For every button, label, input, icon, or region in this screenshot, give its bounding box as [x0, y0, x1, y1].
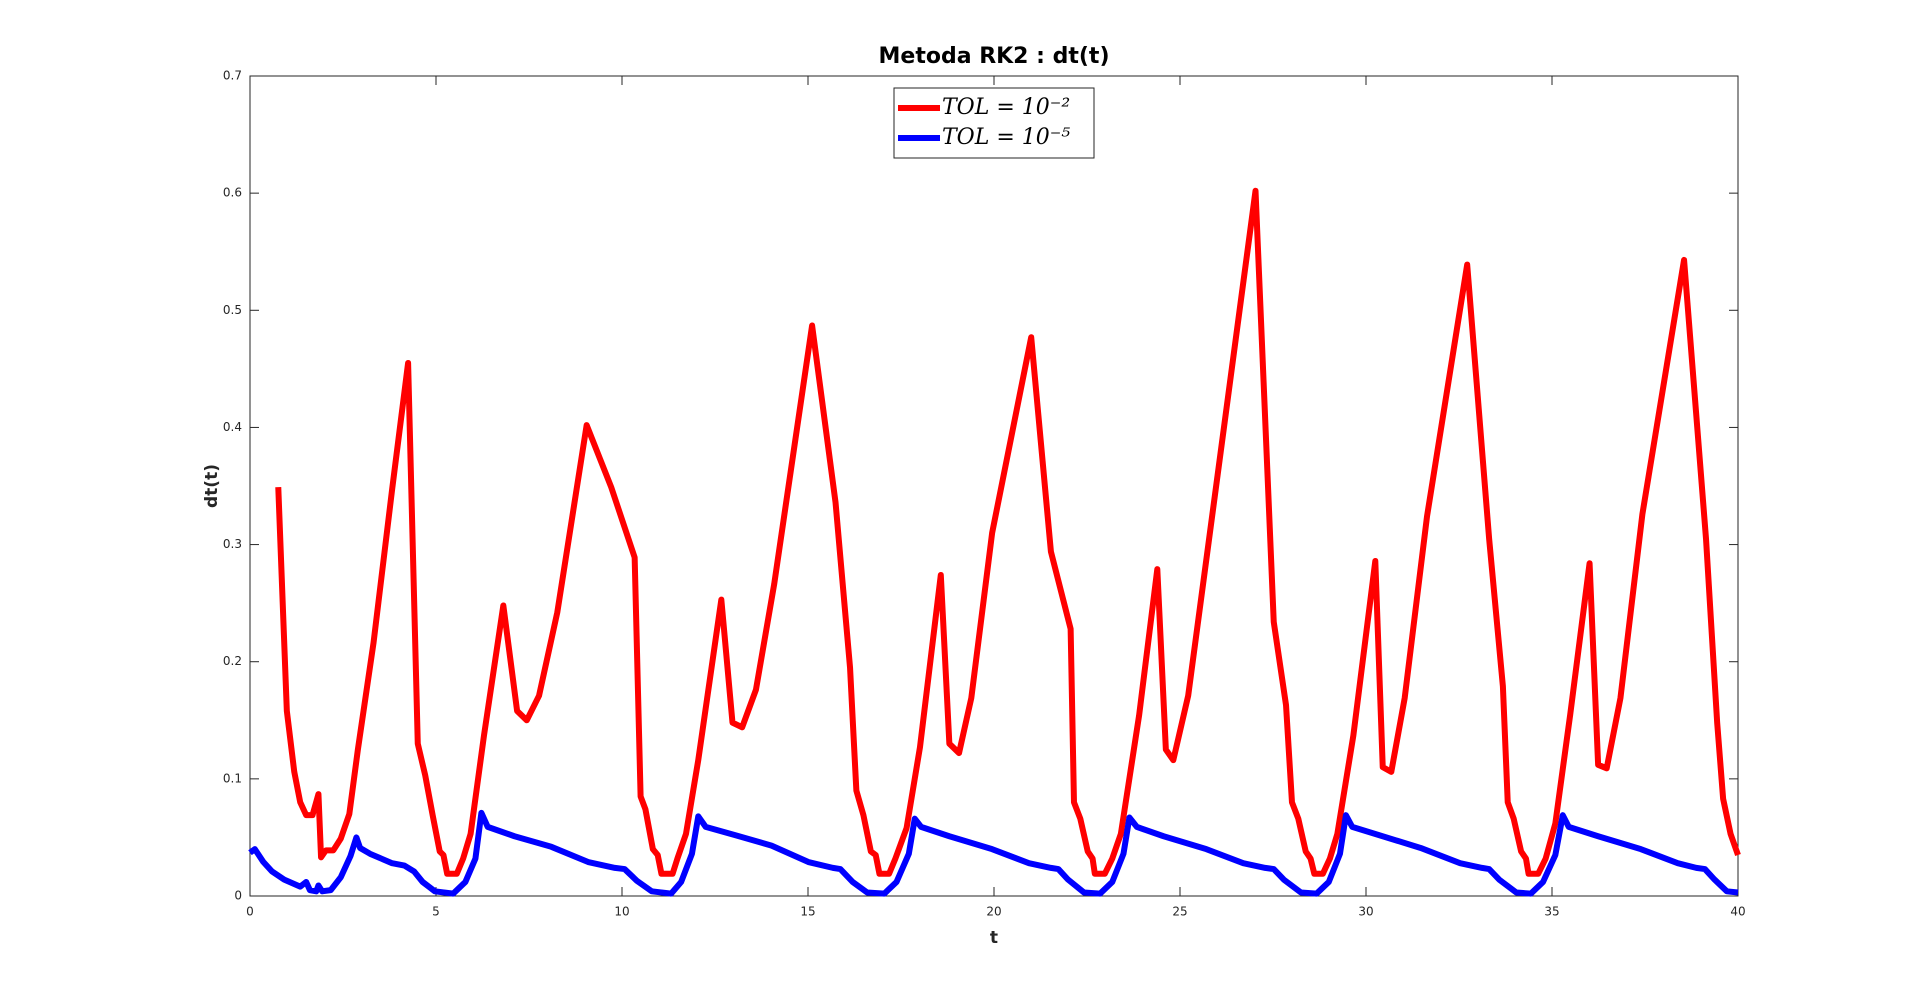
x-tick-label: 35	[1544, 905, 1559, 919]
x-tick-label: 5	[432, 905, 440, 919]
x-tick-label: 10	[614, 905, 629, 919]
x-tick-label: 15	[800, 905, 815, 919]
legend-box	[893, 87, 1095, 159]
data-line	[248, 809, 1739, 897]
legend: TOL = 10⁻² TOL = 10⁻⁵	[893, 87, 1095, 159]
y-tick-label: 0.1	[223, 771, 242, 785]
chart-title: Metoda RK2 : dt(t)	[879, 44, 1110, 69]
y-tick-label: 0.4	[223, 420, 242, 434]
axes-box	[249, 75, 1739, 897]
legend-label: TOL = 10⁻⁵	[942, 125, 1070, 150]
x-tick-label: 20	[986, 905, 1001, 919]
x-tick-label: 0	[246, 905, 254, 919]
x-tick-label: 30	[1358, 905, 1373, 919]
x-tick-label: 25	[1172, 905, 1187, 919]
y-tick-label: 0.7	[223, 69, 242, 83]
y-axis-label: dt(t)	[202, 464, 222, 508]
x-axis-label: t	[990, 928, 998, 948]
y-tick-label: 0.5	[223, 303, 242, 317]
legend-label: TOL = 10⁻²	[942, 95, 1070, 120]
y-tick-label: 0.3	[223, 537, 242, 551]
x-tick-label: 40	[1730, 905, 1745, 919]
y-tick-label: 0.2	[223, 654, 242, 668]
y-tick-label: 0	[234, 889, 242, 903]
y-tick-label: 0.6	[223, 186, 242, 200]
data-line	[275, 187, 1741, 877]
